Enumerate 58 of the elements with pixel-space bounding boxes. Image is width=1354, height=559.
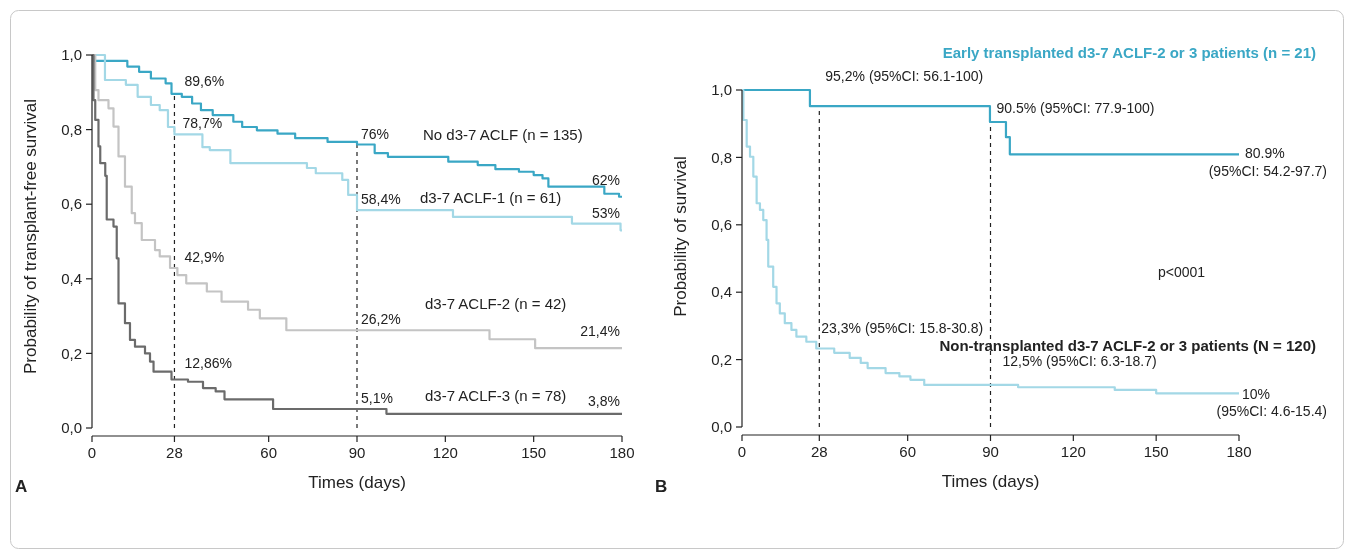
x-tick-label: 150 (521, 444, 547, 461)
x-tick-label: 60 (899, 443, 917, 460)
y-axis-title: Probability of survival (671, 156, 690, 317)
x-tick-label: 90 (982, 443, 999, 460)
y-tick-label: 0,0 (61, 419, 82, 437)
y-tick-label: 0,8 (61, 120, 82, 138)
annotation: 42,9% (184, 248, 225, 265)
x-tick-label: 120 (432, 444, 458, 461)
annotation: 26,2% (361, 311, 401, 328)
series-label: d3-7 ACLF-2 (n = 42) (425, 295, 567, 312)
x-tick-label: 150 (1143, 443, 1169, 460)
annotation: 12,86% (184, 354, 232, 371)
text: Early transplanted d3-7 ACLF-2 or 3 patients (n = 21) (942, 44, 1316, 61)
annotation: (95%CI: 54.2-97.7) (1208, 163, 1327, 179)
annotation: 76% (361, 125, 390, 142)
x-axis-title: Times (days) (308, 473, 406, 492)
x-tick-label: 180 (1226, 443, 1252, 460)
series-label: d3-7 ACLF-1 (n = 61) (420, 189, 562, 206)
x-tick-label: 90 (348, 444, 366, 461)
y-tick-label: 0,2 (61, 344, 82, 362)
x-tick-label: 180 (609, 444, 635, 461)
annotation: 23,3% (95%CI: 15.8-30.8) (821, 320, 984, 337)
y-tick-label: 0,8 (711, 148, 732, 166)
annotation: p<0001 (1158, 264, 1206, 280)
series-label: d3-7 ACLF-3 (n = 78) (425, 387, 567, 404)
text: B (655, 477, 668, 496)
text: A (15, 477, 28, 496)
annotation: 53% (591, 205, 620, 222)
x-axis-title: Times (days) (941, 472, 1040, 491)
annotation: 5,1% (361, 389, 393, 406)
annotation: 80.9% (1245, 145, 1285, 162)
annotation: 89,6% (184, 72, 225, 89)
annotation: 95,2% (95%CI: 56.1-100) (825, 68, 984, 85)
y-tick-label: 0,4 (711, 283, 732, 301)
x-tick-label: 28 (166, 444, 183, 461)
series-label: No d3-7 ACLF (n = 135) (423, 126, 583, 143)
x-tick-label: 0 (87, 444, 97, 461)
annotation: 3,8% (588, 392, 620, 409)
x-tick-label: 60 (260, 444, 278, 461)
y-tick-label: 0,4 (61, 270, 82, 288)
annotation: (95%CI: 4.6-15.4) (1216, 403, 1327, 419)
annotation: 10% (1242, 386, 1271, 403)
annotation: 21,4% (580, 323, 620, 340)
annotation: 58,4% (361, 191, 401, 208)
annotation: 90.5% (95%CI: 77.9-100) (996, 100, 1155, 117)
y-tick-label: 0,2 (711, 350, 732, 368)
y-tick-label: 1,0 (711, 81, 732, 99)
x-tick-label: 0 (737, 443, 747, 460)
series-label: Non-transplanted d3-7 ACLF-2 or 3 patients (N = 120) (939, 337, 1316, 354)
x-tick-label: 120 (1060, 443, 1086, 460)
y-tick-label: 0,6 (61, 195, 82, 213)
y-axis-title: Probability of transplant-free survival (21, 99, 40, 374)
x-tick-label: 28 (810, 443, 828, 460)
y-tick-label: 0,6 (711, 216, 732, 234)
y-tick-label: 0,0 (711, 418, 732, 436)
y-tick-label: 1,0 (61, 46, 82, 64)
annotation: 78,7% (182, 115, 223, 132)
annotation: 62% (591, 171, 620, 188)
